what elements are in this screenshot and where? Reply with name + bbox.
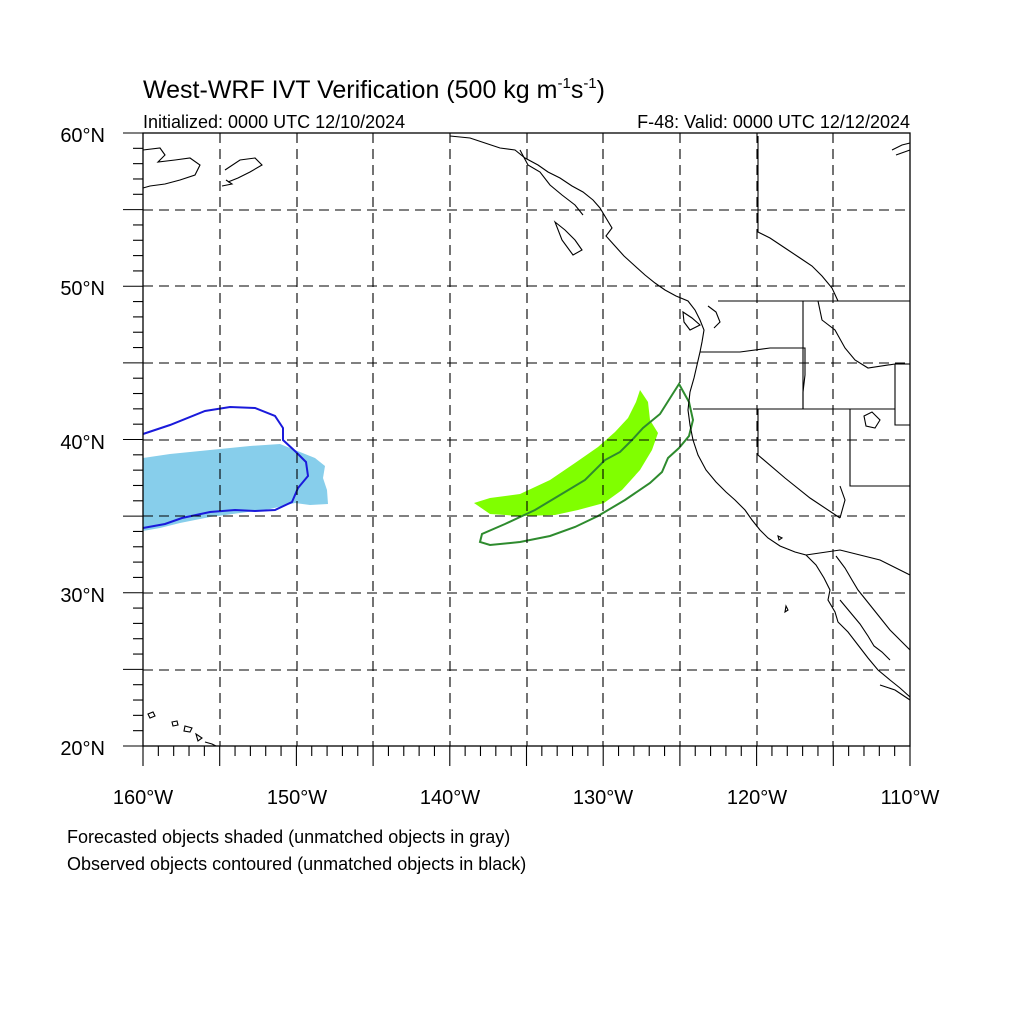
lon-label-140w: 140°W — [420, 787, 480, 809]
note-observed-contoured: Observed objects contoured (unmatched ob… — [67, 854, 526, 874]
title-exp-1: -1 — [557, 75, 570, 92]
axis-ticks — [123, 132, 911, 766]
title-main: West-WRF IVT Verification (500 kg m — [143, 76, 557, 104]
observed-object-central-pacific — [142, 405, 310, 529]
lat-label-50n: 50°N — [60, 278, 105, 300]
lon-label-120w: 120°W — [727, 787, 787, 809]
valid-time-label: F-48: Valid: 0000 UTC 12/12/2024 — [637, 112, 910, 132]
forecast-object-central-pacific — [143, 444, 328, 531]
coastlines — [142, 135, 911, 747]
lon-label-110w: 110°W — [881, 787, 940, 809]
lat-label-30n: 30°N — [60, 585, 105, 607]
map-title: West-WRF IVT Verification (500 kg m-1s-1… — [143, 75, 605, 104]
lon-label-160w: 160°W — [113, 787, 173, 809]
title-exp-2: -1 — [583, 75, 596, 92]
observed-object-atmospheric-river — [478, 382, 695, 547]
title-close: ) — [597, 76, 605, 104]
title-unit-s: s — [571, 76, 584, 104]
graticule — [143, 133, 910, 746]
lon-label-150w: 150°W — [267, 787, 327, 809]
forecast-object-atmospheric-river — [474, 390, 658, 516]
lon-label-130w: 130°W — [573, 787, 633, 809]
init-time-label: Initialized: 0000 UTC 12/10/2024 — [143, 112, 405, 132]
note-forecast-shaded: Forecasted objects shaded (unmatched obj… — [67, 827, 510, 847]
lat-label-20n: 20°N — [60, 738, 105, 760]
lat-label-40n: 40°N — [60, 432, 105, 454]
lat-label-60n: 60°N — [60, 125, 105, 147]
